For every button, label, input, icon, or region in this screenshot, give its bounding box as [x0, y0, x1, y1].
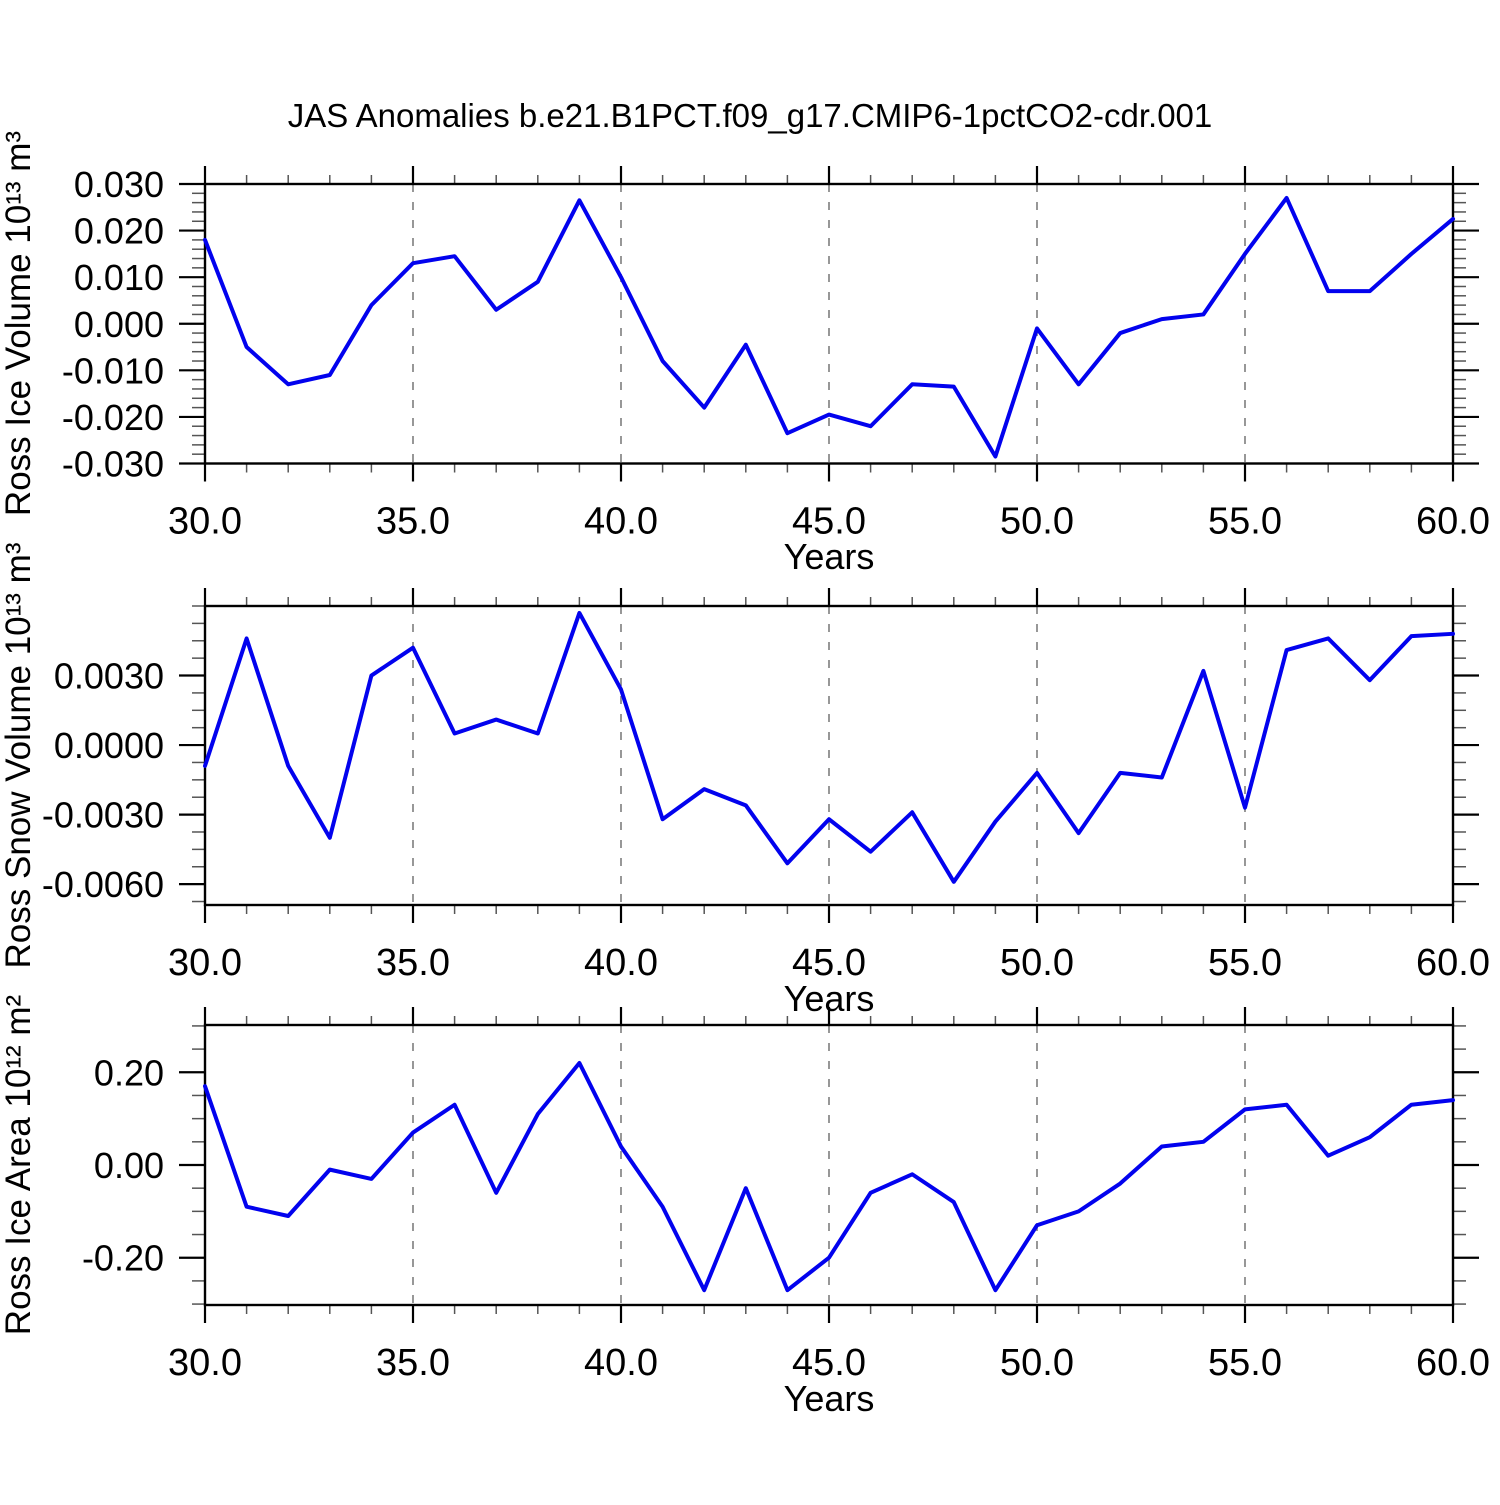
x-tick-label: 60.0 [1416, 942, 1490, 984]
x-tick-label: 30.0 [168, 942, 242, 984]
x-axis-title-panel3: Years [784, 1378, 875, 1419]
series-line [203, 1061, 1455, 1293]
x-tick-label: 35.0 [376, 1342, 450, 1384]
x-tick-label: 45.0 [792, 501, 866, 543]
x-tick-label: 60.0 [1416, 1342, 1490, 1384]
x-tick-label: 35.0 [376, 501, 450, 543]
x-tick-label: 50.0 [1000, 501, 1074, 543]
x-axis-title-panel1: Years [784, 536, 875, 577]
x-tick-label: 55.0 [1208, 1342, 1282, 1384]
series-line [203, 195, 1455, 459]
y-tick-label: 0.020 [74, 211, 164, 252]
x-tick-label: 40.0 [584, 501, 658, 543]
y-tick-label: 0.0000 [54, 725, 164, 766]
x-tick-label: 30.0 [168, 1342, 242, 1384]
x-tick-label: 55.0 [1208, 942, 1282, 984]
x-tick-label: 35.0 [376, 942, 450, 984]
y-tick-label: 0.000 [74, 304, 164, 345]
y-tick-label: 0.030 [74, 164, 164, 205]
panels-group: 0.0300.0200.0100.000-0.010-0.020-0.03030… [42, 164, 1490, 1384]
x-tick-label: 55.0 [1208, 501, 1282, 543]
x-tick-label: 40.0 [584, 1342, 658, 1384]
y-tick-label: -0.20 [82, 1238, 164, 1279]
y-axis-title-ice-volume: Ross Ice Volume 10¹³ m³ [0, 131, 38, 516]
panel-1: 0.030 0.020 0.010 0.000 -0.010 -0.020 -0.03030… [62, 164, 1490, 543]
y-tick-label: -0.030 [62, 444, 164, 485]
x-tick-label: 50.0 [1000, 1342, 1074, 1384]
plot-frame [203, 604, 1455, 907]
x-tick-label: 30.0 [168, 501, 242, 543]
y-tick-label: -0.0060 [42, 864, 164, 905]
plot-frame [203, 182, 1455, 465]
x-tick-label: 40.0 [584, 942, 658, 984]
x-tick-label: 45.0 [792, 942, 866, 984]
y-tick-label: -0.010 [62, 350, 164, 391]
y-tick-label: -0.0030 [42, 795, 164, 836]
y-axis-title-snow-volume: Ross Snow Volume 10¹³ m³ [0, 543, 38, 969]
x-tick-label: 60.0 [1416, 501, 1490, 543]
y-tick-label: 0.20 [94, 1052, 164, 1093]
plot-frame [203, 1023, 1455, 1307]
y-tick-label: 0.010 [74, 257, 164, 298]
y-tick-label: 0.0030 [54, 656, 164, 697]
series-line [203, 610, 1455, 884]
panel-3: 0.20 0.00 -0.20 30.0 35.0 40.0 45.0 50.0 55.0 60.… [82, 1007, 1490, 1384]
x-tick-label: 45.0 [792, 1342, 866, 1384]
y-tick-label: 0.00 [94, 1145, 164, 1186]
y-tick-label: -0.020 [62, 397, 164, 438]
y-axis-title-ice-area: Ross Ice Area 10¹² m² [0, 995, 38, 1335]
chart-title: JAS Anomalies b.e21.B1PCT.f09_g17.CMIP6-… [288, 97, 1213, 134]
x-tick-label: 50.0 [1000, 942, 1074, 984]
